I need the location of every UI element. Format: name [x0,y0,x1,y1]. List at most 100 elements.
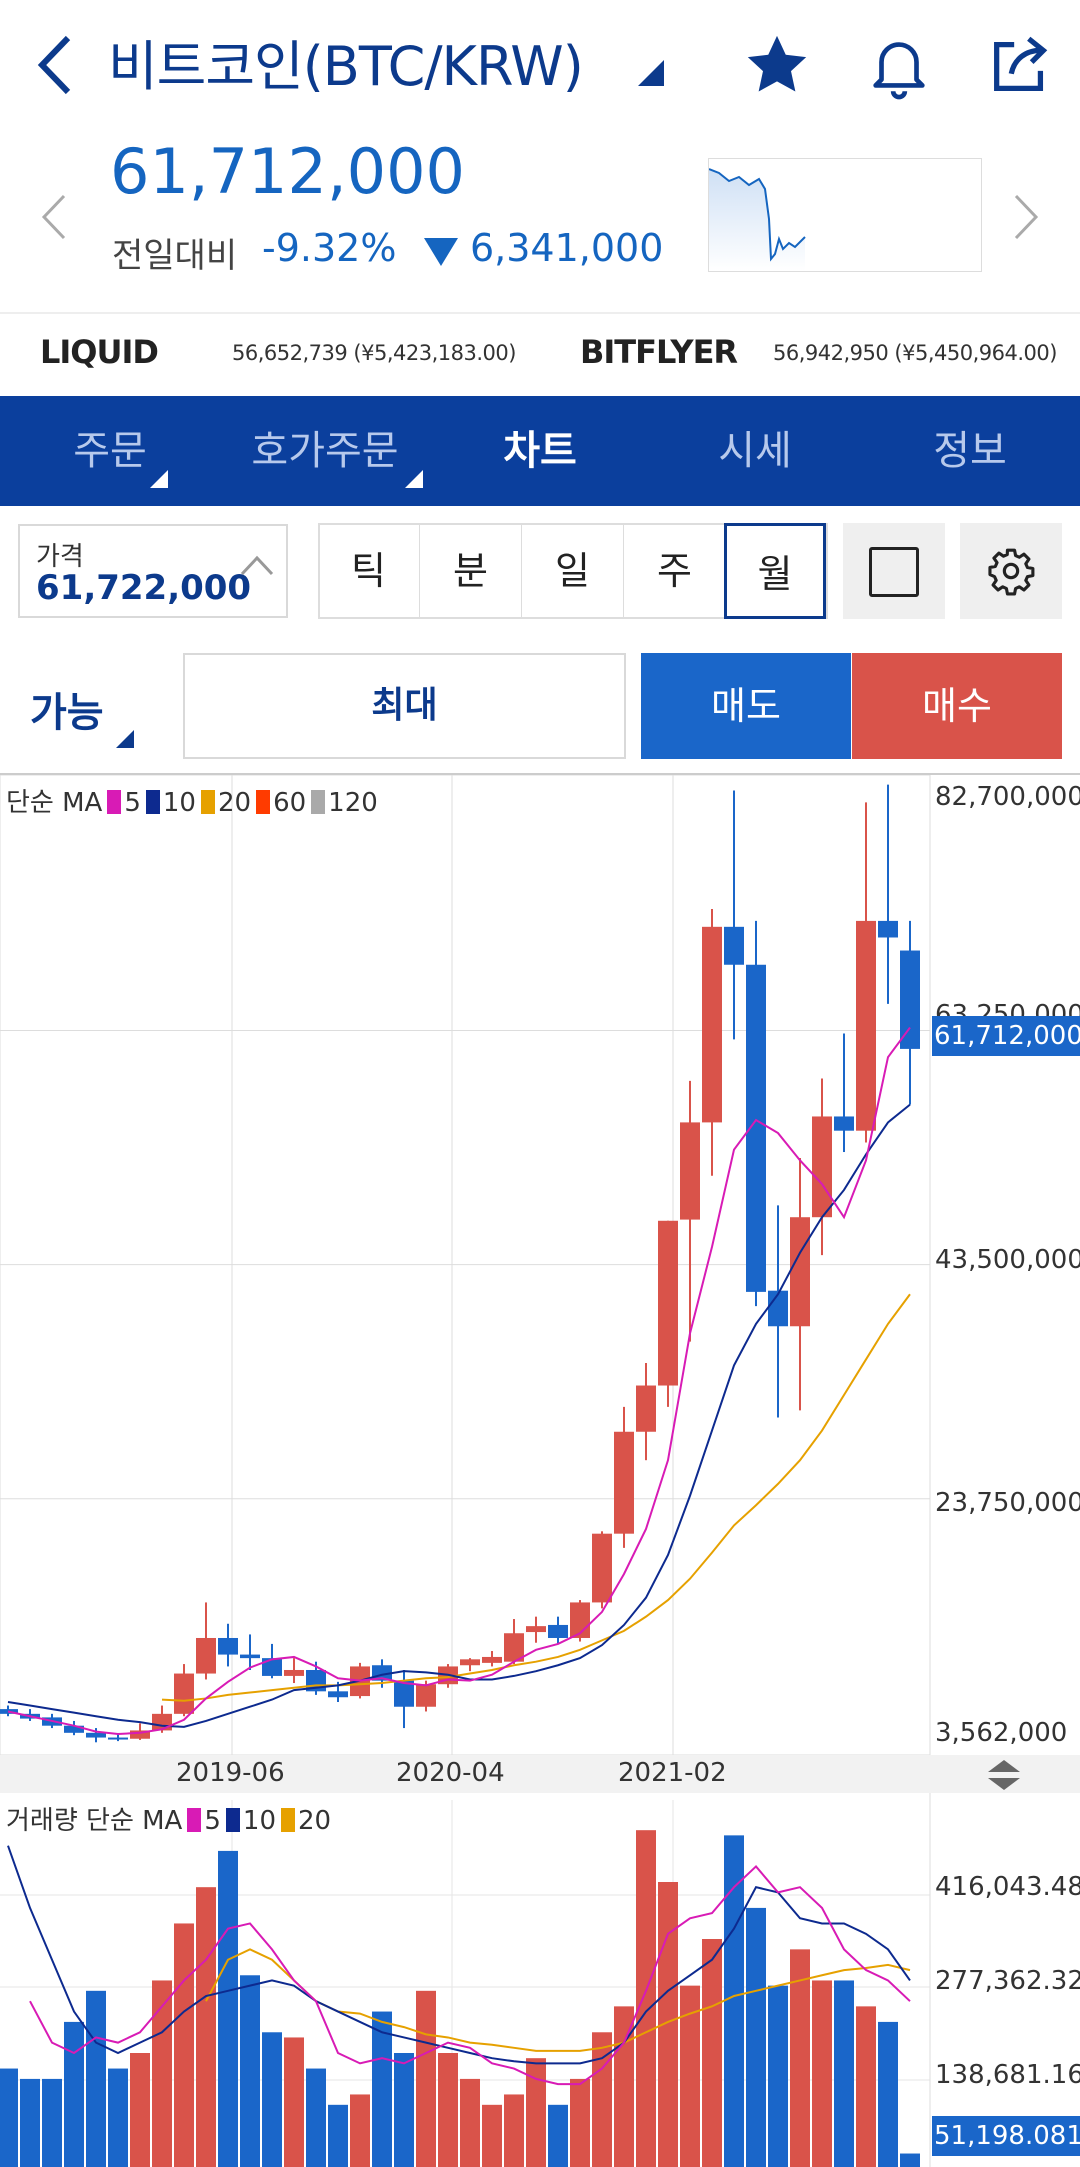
exchange-value-bitflyer: 56,942,950 (¥5,450,964.00) [773,341,1057,365]
page-title[interactable]: 비트코인(BTC/KRW) [108,35,584,98]
exchange-name-bitflyer: BITFLYER [580,333,738,371]
max-button[interactable]: 최대 [183,653,626,759]
sell-button[interactable]: 매도 [641,653,851,759]
price-box[interactable]: 가격 61,722,000 [18,524,288,618]
price-ma-label: 단순 MA [6,788,103,818]
candle-body [658,1220,678,1386]
tab-info[interactable]: 정보 [933,428,1007,474]
volume-bar [64,2021,84,2167]
compare-label: 전일대비 [112,236,238,276]
settings-button[interactable] [960,523,1062,619]
candle-body [284,1669,304,1676]
candle-body [768,1290,788,1327]
volume-bar [878,2021,898,2167]
candle-body [526,1626,546,1633]
volume-bar [658,1882,678,2167]
volume-axis-label: 138,681.163 [935,2060,1080,2090]
period-tick[interactable]: 틱 [318,523,420,619]
volume-bar [834,1980,854,2167]
tab-quote-order[interactable]: 호가주문 [251,428,399,474]
buy-button[interactable]: 매수 [852,653,1062,759]
period-day[interactable]: 일 [522,523,624,619]
volume-bar [614,2006,634,2167]
exchange-value-liquid: 56,652,739 (¥5,423,183.00) [232,341,516,365]
chevron-up-icon[interactable] [240,554,274,580]
tab-market-price[interactable]: 시세 [718,428,792,474]
tab-dropdown-icon [150,470,168,488]
volume-bar [636,1830,656,2167]
volume-bar [240,1975,260,2167]
square-toggle-button[interactable] [843,523,945,619]
dropdown-triangle-icon[interactable] [638,60,664,90]
candle-body [790,1217,810,1327]
candle-body [196,1637,216,1674]
down-triangle-icon [424,238,458,272]
compare-percent: -9.32% [262,226,397,270]
volume-bar [460,2078,480,2167]
chart-top-border [0,773,1080,775]
volume-bar [174,1923,194,2167]
x-axis-label: 2021-02 [618,1758,727,1788]
candle-body [482,1656,502,1663]
volume-bar [42,2078,62,2167]
candle-body [152,1713,172,1731]
candle-body [130,1730,150,1739]
volume-ma-legend: 거래량 단순 MA 5 10 20 [6,1806,332,1836]
candle-body [262,1658,282,1676]
ma20-line [161,1293,911,1702]
ma10-line [7,1103,911,1728]
tab-dropdown-icon [405,470,423,488]
price-volume-chart[interactable] [0,775,1080,2167]
tab-order[interactable]: 주문 [73,428,147,474]
volume-bar [592,2032,612,2167]
x-axis-label: 2020-04 [396,1758,505,1788]
available-label[interactable]: 가능 [30,690,104,736]
price-box-value: 61,722,000 [36,568,252,608]
candle-body [328,1691,348,1698]
price-ma-legend: 단순 MA 5 10 20 60 120 [6,788,378,818]
volume-bar [328,2104,348,2167]
volume-bar [746,1907,766,2167]
tab-chart[interactable]: 차트 [503,428,577,474]
candle-body [636,1385,656,1432]
dropdown-triangle-icon [116,730,134,752]
volume-bar [284,2037,304,2167]
period-month[interactable]: 월 [724,523,826,619]
candle-body [394,1680,414,1707]
volume-bar [262,2032,282,2167]
volume-bar [394,2053,414,2167]
period-minute[interactable]: 분 [420,523,522,619]
volume-bar [152,1980,172,2167]
candle-body [680,1122,700,1220]
candle-body [240,1654,260,1659]
volume-bar [570,2078,590,2167]
volume-bar [856,2006,876,2167]
star-icon[interactable] [742,30,812,104]
bell-icon[interactable] [864,30,934,104]
volume-axis-label: 416,043.488 [935,1872,1080,1902]
next-coin-icon[interactable] [1012,192,1042,246]
ma5-line [7,1026,911,1735]
share-icon[interactable] [985,30,1055,104]
volume-bar [372,2011,392,2167]
volume-bar [790,1949,810,2167]
candle-body [460,1659,480,1666]
x-axis-strip [0,1755,1080,1793]
candle-body [218,1637,238,1655]
period-week[interactable]: 주 [624,523,726,619]
square-icon [869,547,919,597]
candle-body [834,1116,854,1131]
resize-handle-icon[interactable] [986,1758,1022,1796]
candle-body [812,1116,832,1218]
volume-bar [130,2053,150,2167]
candle-body [900,950,920,1049]
sparkline[interactable] [708,158,982,272]
prev-coin-icon[interactable] [38,192,68,246]
exchange-name-liquid: LIQUID [40,333,159,371]
candle-body [108,1737,128,1740]
back-icon[interactable] [30,30,80,100]
candle-body [416,1684,436,1707]
price-box-label: 가격 [36,542,84,572]
current-price: 61,712,000 [110,135,465,208]
current-volume-tag: 51,198.081 [932,2116,1080,2156]
